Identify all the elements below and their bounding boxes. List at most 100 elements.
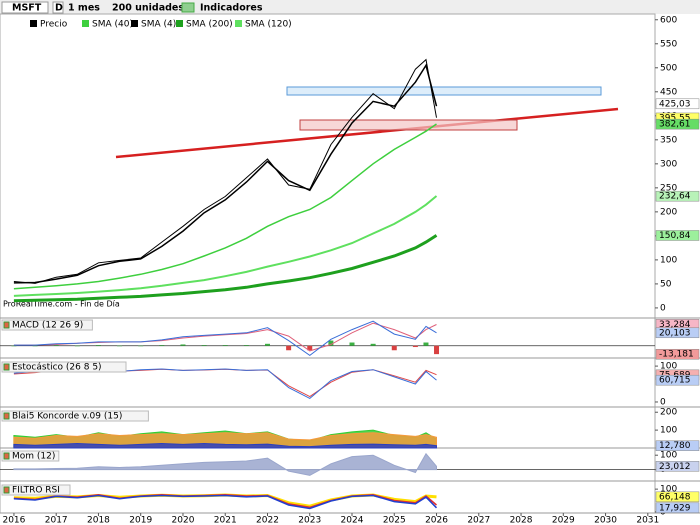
legend-label: SMA (40) [92, 20, 133, 30]
line [13, 63, 438, 284]
y-tick-label: 100 [660, 426, 677, 436]
price-tag-label: 20,103 [659, 328, 691, 338]
price-tag-label: 395,55 [659, 113, 691, 123]
x-tick-label: 2024 [341, 516, 364, 525]
price-tag [655, 348, 700, 360]
price-tag [655, 230, 700, 241]
y-tick-label: 100 [660, 451, 677, 461]
price-tag [655, 502, 700, 514]
price-tag-label: 66,148 [659, 492, 691, 502]
x-tick-label: 2019 [129, 516, 152, 525]
support-zone [299, 119, 518, 131]
x-tick-label: 2020 [172, 516, 195, 525]
legend-label: SMA (120) [245, 20, 292, 30]
histogram-bar [307, 345, 313, 351]
area [13, 432, 437, 449]
panel-icon [3, 321, 10, 329]
x-tick-label: 2026 [425, 516, 448, 525]
legend-label: SMA (4) [141, 20, 176, 30]
panel-title: Estocástico (26 8 5) [12, 363, 102, 373]
histogram-bar [286, 345, 292, 351]
y-tick-label: 450 [660, 87, 677, 97]
area [13, 442, 437, 449]
histogram-bar [328, 340, 334, 346]
symbol-box[interactable] [1, 1, 49, 14]
line [13, 320, 437, 357]
x-tick-label: 2023 [298, 516, 321, 525]
x-tick-label: 2016 [2, 516, 25, 525]
x-tick-label: 2028 [510, 516, 533, 525]
y-tick-label: 550 [660, 39, 677, 49]
toolbar [0, 0, 700, 14]
x-tick-label: 2018 [87, 516, 110, 525]
x-tick-label: 2022 [256, 516, 279, 525]
histogram-bar [32, 345, 38, 347]
panel-icon [3, 363, 10, 371]
histogram-bar [11, 345, 17, 347]
indicators-icon[interactable] [181, 2, 195, 13]
histogram-bar [370, 343, 376, 346]
price-tag-label: 382,61 [659, 120, 691, 130]
trend-line [115, 107, 619, 159]
panel-title: MACD (12 26 9) [12, 321, 83, 331]
line [13, 58, 437, 284]
histogram-bar [423, 342, 429, 346]
legend-swatch [131, 20, 138, 27]
price-tag [655, 98, 700, 110]
price-tag-label: 150,84 [659, 231, 691, 241]
indicators[interactable]: Indicadores [200, 3, 263, 14]
histogram-bar [264, 343, 270, 346]
x-tick-label: 2029 [552, 516, 575, 525]
y-tick-label: 600 [660, 15, 677, 25]
histogram-bar [222, 345, 228, 346]
histogram-bar [349, 342, 355, 346]
price-tag [655, 327, 700, 339]
y-tick-label: 0 [660, 303, 666, 313]
histogram-bar [74, 345, 80, 347]
resistance-zone [286, 86, 602, 96]
line [13, 195, 438, 297]
histogram-bar [243, 345, 249, 346]
panel-title: FILTRO RSI [12, 486, 60, 496]
legend-label: SMA (200) [186, 20, 233, 30]
price-tag-label: 12,780 [659, 441, 691, 451]
y-tick-label: 0 [660, 397, 666, 407]
price-tag-label: -13,181 [659, 350, 694, 360]
price-tag [655, 374, 700, 386]
panel-icon [3, 452, 10, 460]
price-tag [655, 440, 700, 451]
panel-title-box [1, 410, 149, 422]
units[interactable]: 200 unidades [112, 3, 184, 14]
legend-swatch [235, 20, 242, 27]
x-tick-label: 2030 [594, 516, 617, 525]
d-box[interactable] [52, 1, 64, 14]
d-button[interactable]: D [55, 3, 63, 14]
histogram-bar [201, 345, 207, 346]
line [13, 123, 437, 290]
x-tick-label: 2017 [45, 516, 68, 525]
histogram-bar [138, 345, 144, 347]
legend-swatch [176, 20, 183, 27]
panel-icon [3, 412, 10, 420]
panel-title-box [1, 450, 60, 462]
x-tick-label: 2025 [383, 516, 406, 525]
y-tick-label: 300 [660, 159, 677, 169]
symbol[interactable]: MSFT [12, 3, 42, 14]
histogram-bar [434, 345, 440, 355]
histogram-bar [117, 345, 123, 347]
price-tag-label: 33,284 [659, 320, 691, 330]
legend-swatch [30, 20, 37, 27]
panel-title: Blai5 Koncorde v.09 (15) [12, 412, 122, 422]
histogram-bar [180, 344, 186, 346]
area [13, 452, 437, 476]
y-tick-label: 250 [660, 183, 677, 193]
price-tag [655, 491, 700, 503]
x-tick-label: 2027 [467, 516, 490, 525]
panel-title: Mom (12) [12, 452, 55, 462]
line [13, 234, 438, 303]
period[interactable]: 1 mes [68, 3, 100, 14]
price-tag-label: 23,012 [659, 462, 691, 472]
panel-icon [3, 486, 10, 494]
panel-title-box [1, 319, 93, 331]
panel-title-box [1, 361, 127, 373]
